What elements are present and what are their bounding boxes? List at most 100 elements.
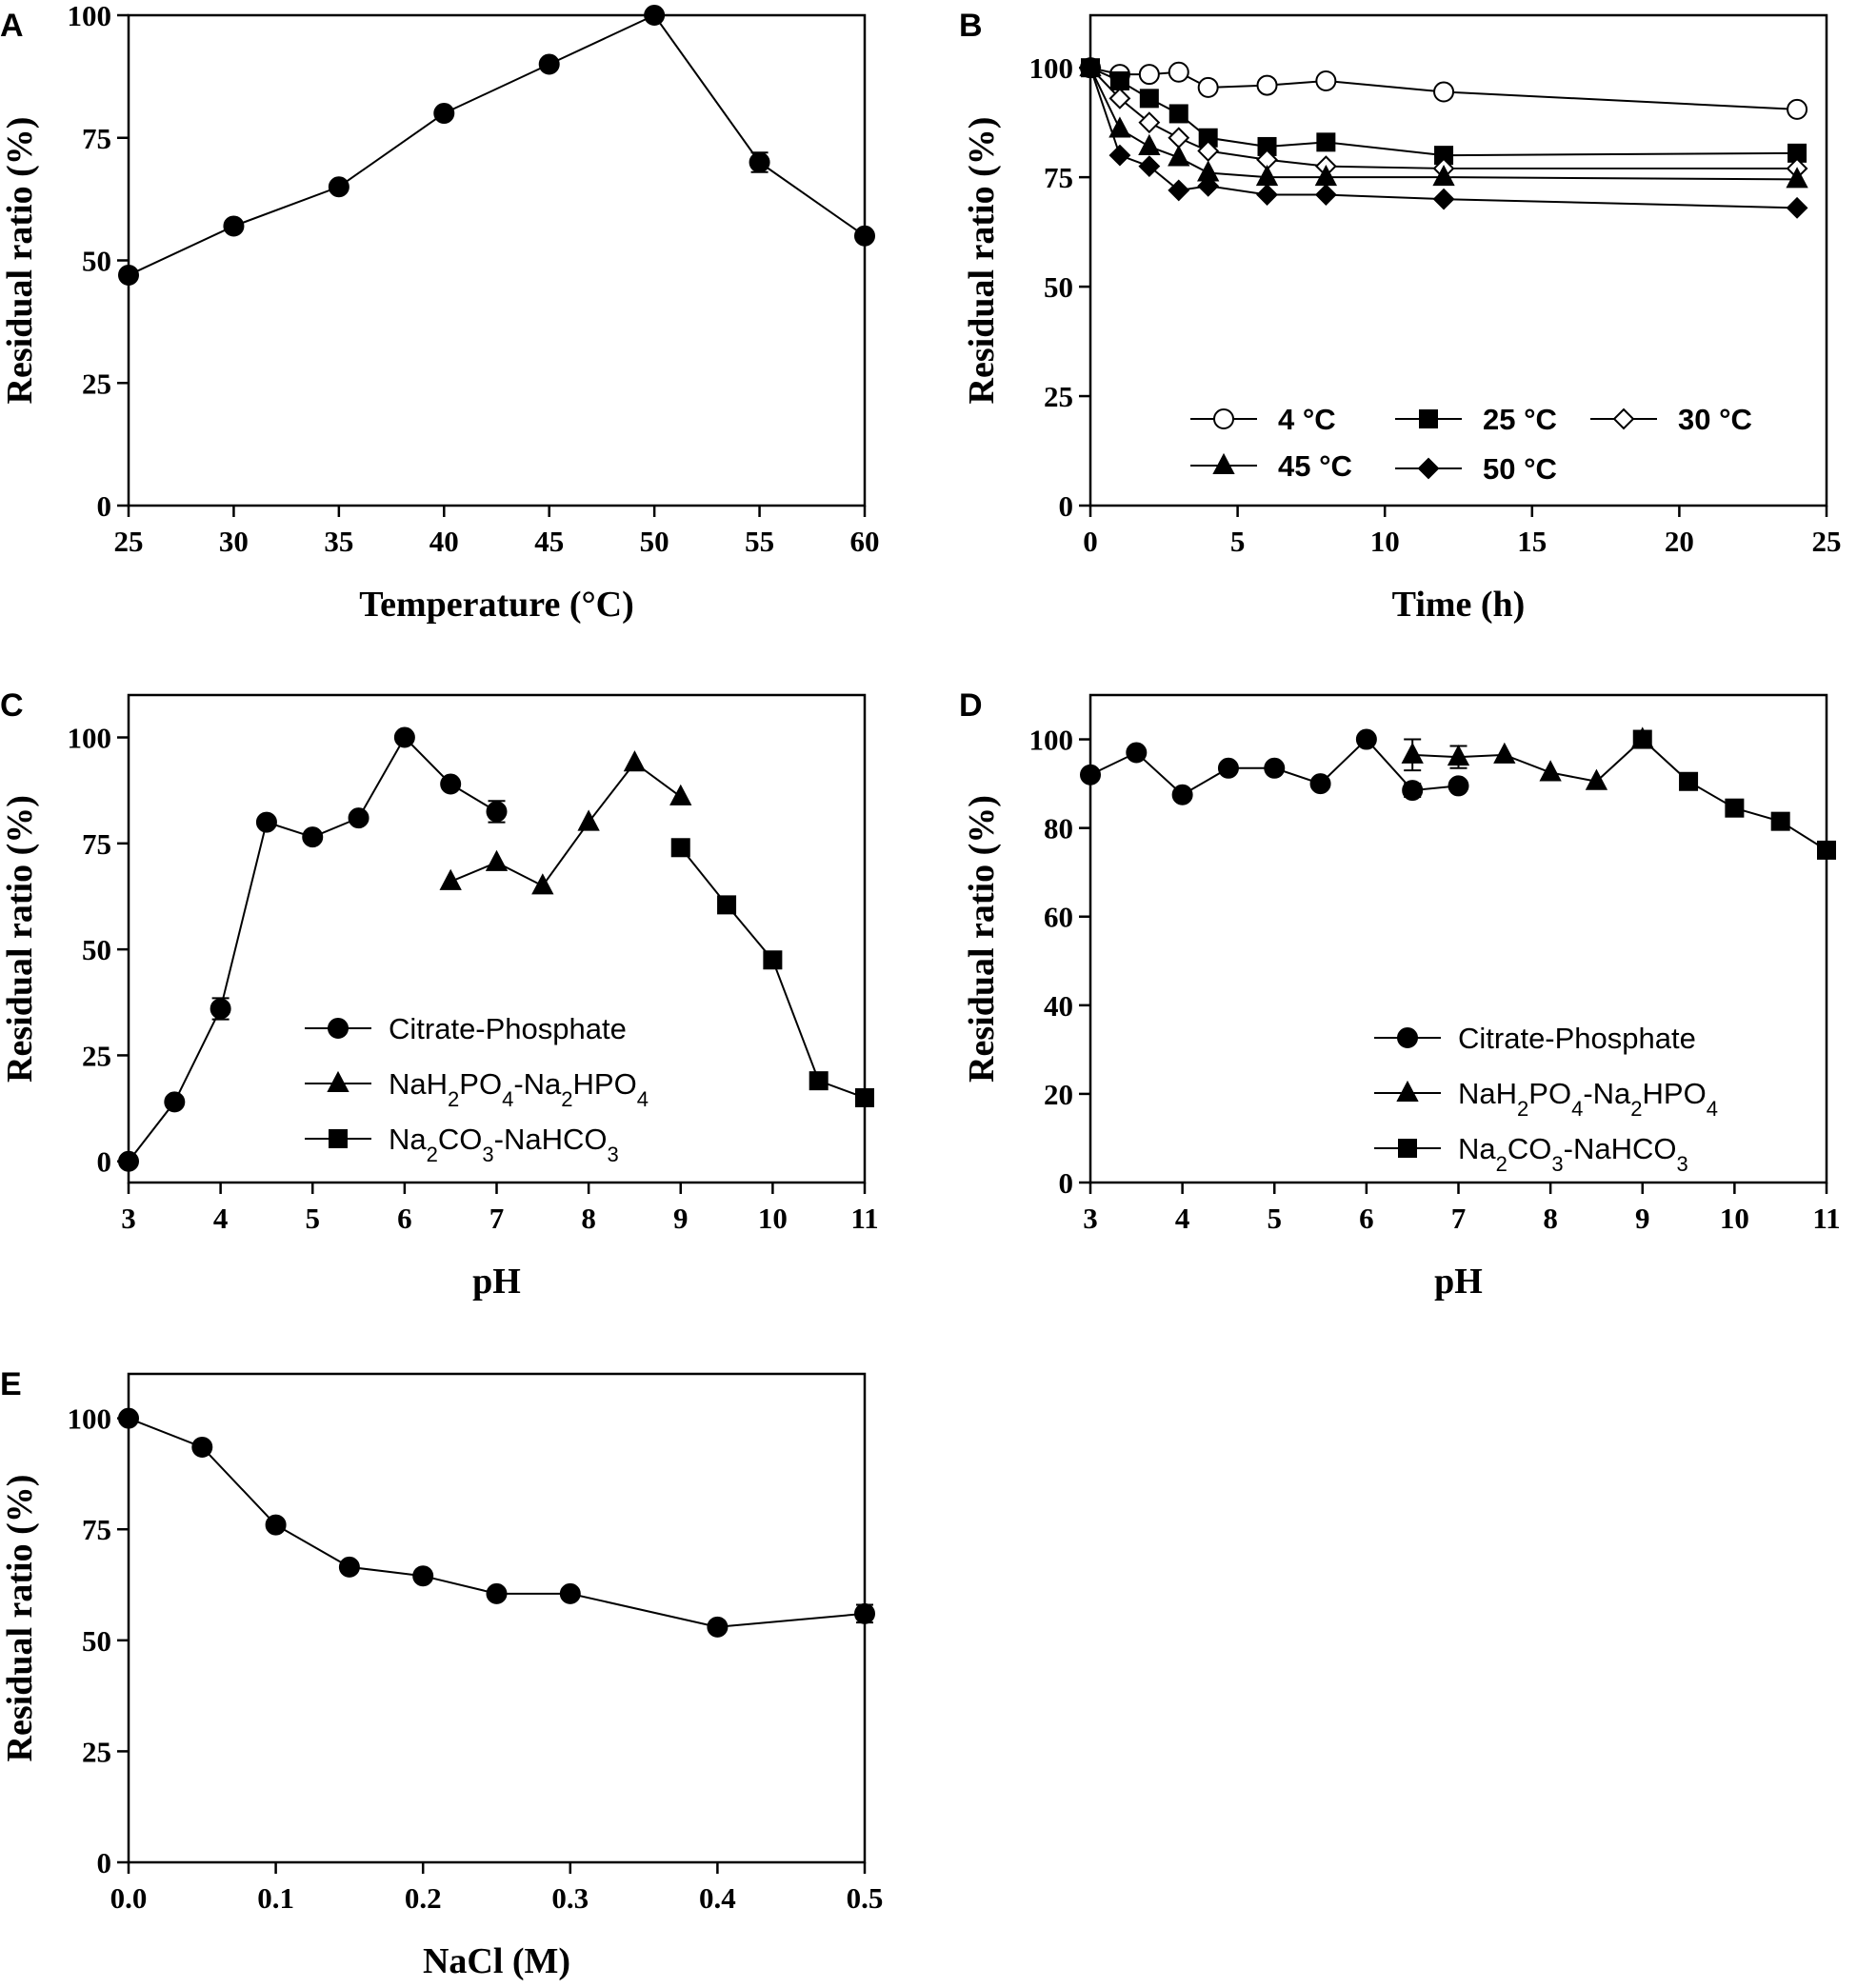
data-point [1168, 127, 1190, 149]
data-point [1355, 728, 1377, 750]
y-tick-label: 60 [1044, 901, 1073, 934]
legend-marker [1397, 1027, 1418, 1048]
x-tick-label: 15 [1517, 525, 1547, 558]
data-point [1786, 196, 1808, 219]
legend-label: 30 °C [1678, 403, 1752, 436]
data-point [1197, 76, 1219, 98]
x-tick-label: 3 [121, 1202, 136, 1235]
legend-label: Na2CO3-NaHCO3 [389, 1123, 619, 1166]
panel-letter: C [0, 687, 24, 724]
panel-letter: B [959, 8, 983, 44]
legend-label: Citrate-Phosphate [389, 1012, 627, 1045]
y-axis-label: Residual ratio (%) [0, 795, 40, 1083]
legend-text-part: 3 [607, 1143, 618, 1166]
data-point [763, 950, 783, 970]
x-tick-label: 0 [1083, 525, 1098, 558]
y-tick-label: 0 [97, 1145, 112, 1179]
data-point [1126, 742, 1148, 764]
series-Citrate-Phosphate [1080, 728, 1469, 805]
y-tick-label: 40 [1044, 989, 1073, 1023]
panel-letter: A [0, 8, 24, 44]
legend-text-part: 4 [502, 1087, 513, 1111]
data-point [265, 1514, 287, 1536]
y-tick-label: 75 [82, 1513, 111, 1546]
legend-marker [329, 1129, 348, 1148]
legend-text-part: -Na [1583, 1077, 1631, 1110]
legend-label: 50 °C [1483, 452, 1557, 486]
data-point [1108, 116, 1131, 138]
x-tick-label: 20 [1665, 525, 1694, 558]
y-axis-label: Residual ratio (%) [962, 117, 1002, 405]
x-tick-label: 0.0 [110, 1881, 148, 1915]
x-tick-label: 45 [534, 525, 564, 558]
data-point [1138, 155, 1161, 178]
data-point [644, 5, 666, 26]
data-point [809, 1071, 829, 1091]
legend-text-part: Na [389, 1123, 427, 1156]
series-line [449, 761, 682, 887]
y-tick-label: 100 [68, 1402, 112, 1436]
y-tick-label: 50 [82, 245, 111, 278]
x-tick-label: 7 [489, 1202, 505, 1235]
data-point [707, 1616, 729, 1638]
y-tick-label: 100 [68, 0, 112, 32]
data-point [1108, 87, 1131, 109]
y-tick-label: 0 [97, 1846, 112, 1879]
data-point [1108, 144, 1131, 167]
legend-label: Citrate-Phosphate [1458, 1022, 1696, 1055]
legend-text-part: HPO [1643, 1077, 1707, 1110]
legend-text-part: 3 [1676, 1152, 1687, 1176]
x-tick-label: 30 [219, 525, 249, 558]
data-point [1493, 742, 1516, 764]
x-tick-label: 0.2 [405, 1881, 442, 1915]
data-point [1432, 188, 1455, 210]
data-point [1138, 133, 1161, 155]
legend-label: Na2CO3-NaHCO3 [1458, 1132, 1688, 1176]
data-point [118, 1150, 139, 1172]
x-tick-label: 11 [1812, 1202, 1840, 1235]
data-point [486, 801, 508, 823]
legend-text-part: 4 [637, 1087, 649, 1111]
data-point [1138, 111, 1161, 134]
data-point [1632, 729, 1652, 749]
legend-text-part: 2 [561, 1087, 572, 1111]
series-Citrate-Phosphate [118, 726, 508, 1172]
data-point [412, 1565, 434, 1587]
series-line [1412, 738, 1644, 783]
x-tick-label: 9 [1635, 1202, 1650, 1235]
data-point [1139, 89, 1159, 109]
data-point [1079, 56, 1102, 79]
y-tick-label: 100 [1029, 724, 1074, 757]
legend-text-part: NaH [389, 1067, 448, 1101]
data-point [191, 1436, 213, 1458]
data-point [210, 998, 231, 1020]
y-tick-label: 80 [1044, 812, 1073, 845]
x-axis-label: NaCl (M) [423, 1941, 570, 1981]
data-point [717, 895, 737, 915]
data-point [485, 849, 509, 871]
data-point [1539, 760, 1562, 782]
legend-text-part: 2 [1496, 1152, 1508, 1176]
x-axis-label: pH [1434, 1262, 1483, 1302]
y-axis-label: Residual ratio (%) [0, 117, 40, 405]
series-line [128, 13, 866, 276]
legend: 4 °C 25 °C 30 °C 45 °C 50 °C [1190, 403, 1752, 486]
data-point [440, 773, 462, 795]
legend-text-part: PO [1528, 1077, 1571, 1110]
data-point [1770, 811, 1790, 831]
y-tick-label: 50 [1044, 270, 1073, 304]
data-point [854, 1602, 875, 1624]
x-tick-label: 6 [1359, 1202, 1374, 1235]
x-tick-label: 0.4 [699, 1881, 736, 1915]
y-tick-label: 0 [1059, 1166, 1074, 1200]
data-point [1168, 145, 1190, 167]
legend-text-part: Citrate-Phosphate [389, 1012, 627, 1045]
legend-label: NaH2PO4-Na2HPO4 [389, 1067, 649, 1111]
legend-text-part: 4 [1571, 1097, 1583, 1121]
data-point [486, 1582, 508, 1604]
data-point [1197, 174, 1220, 197]
y-tick-label: 20 [1044, 1078, 1073, 1111]
panel-C: C 3 4 5 6 7 8 9 10 11 0 25 50 75 100 pH Residual ratio (… [0, 687, 879, 1302]
x-tick-label: 4 [213, 1202, 229, 1235]
y-tick-label: 25 [82, 1039, 111, 1072]
